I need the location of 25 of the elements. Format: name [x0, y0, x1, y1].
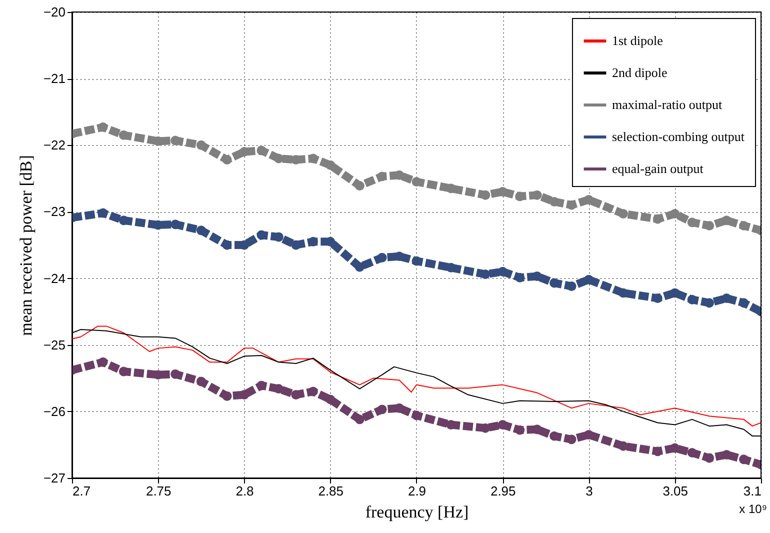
y-tick-label: −27 — [43, 470, 66, 486]
legend-label: 1st dipole — [612, 33, 664, 48]
x-tick-label: 2.8 — [236, 484, 254, 498]
x-tick-label: 3.1 — [743, 484, 762, 498]
y-tick-label: −26 — [43, 404, 66, 419]
legend-label: selection-combing output — [612, 129, 745, 144]
x-tick-label: 3 — [586, 484, 593, 498]
x-tick-label: 2.95 — [490, 484, 516, 498]
y-tick-label: −22 — [43, 138, 66, 153]
x-tick-label: 2.85 — [318, 484, 344, 498]
y-tick-label: −23 — [43, 204, 66, 220]
x-tick-label: 2.7 — [72, 484, 91, 498]
y-tick-label: −21 — [43, 71, 66, 86]
text: x 10⁹ — [739, 502, 767, 516]
x-axis-title: frequency [Hz] — [365, 502, 469, 522]
y-axis-title: mean received power [dB] — [16, 155, 36, 336]
y-tick-label: −20 — [43, 4, 66, 20]
x-tick-label: 2.9 — [408, 484, 426, 498]
legend-label: 2nd dipole — [612, 65, 668, 80]
legend-label: equal-gain output — [612, 161, 704, 176]
y-tick-label: −25 — [43, 337, 66, 352]
y-tick-label: −24 — [43, 270, 66, 286]
legend-label: maximal-ratio output — [612, 97, 722, 112]
x-tick-label: 2.75 — [146, 484, 172, 498]
x-tick-label: 3.05 — [662, 484, 688, 498]
